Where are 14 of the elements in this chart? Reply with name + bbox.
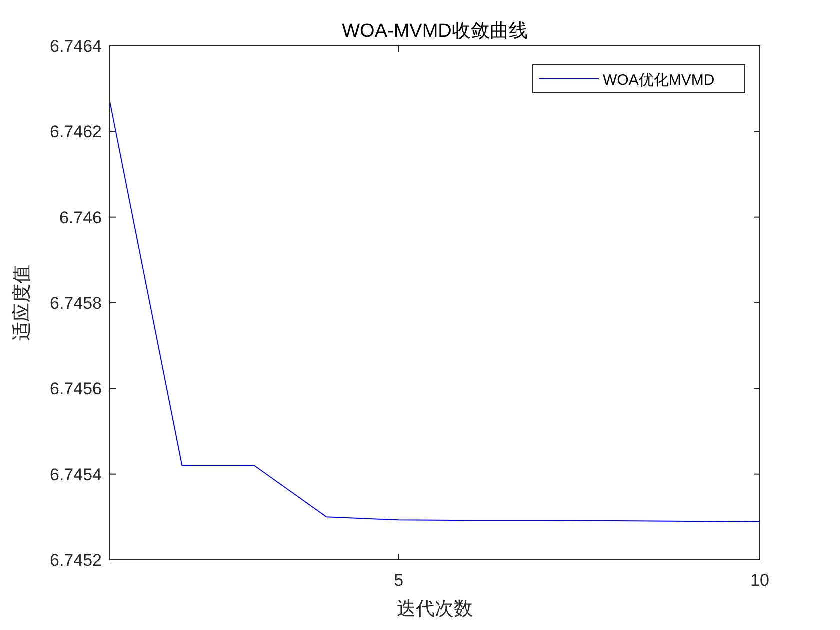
y-tick-label: 6.7454 [50,465,102,484]
y-axis-title: 适应度值 [11,265,33,341]
y-tick-label: 6.7462 [50,122,102,142]
x-tick-label: 10 [750,571,770,590]
chart-title: WOA-MVMD收敛曲线 [342,21,528,42]
legend-label: WOA优化MVMD [603,72,715,89]
y-tick-label: 6.7458 [50,294,102,313]
y-tick-label: 6.7464 [50,37,102,56]
x-tick-label: 5 [394,571,404,590]
y-tick-label: 6.7452 [50,551,102,570]
y-tick-label: 6.7456 [50,380,102,399]
legend: WOA优化MVMD [532,64,746,94]
x-axis-title: 迭代次数 [397,599,473,620]
y-tick-label: 6.746 [59,208,102,228]
